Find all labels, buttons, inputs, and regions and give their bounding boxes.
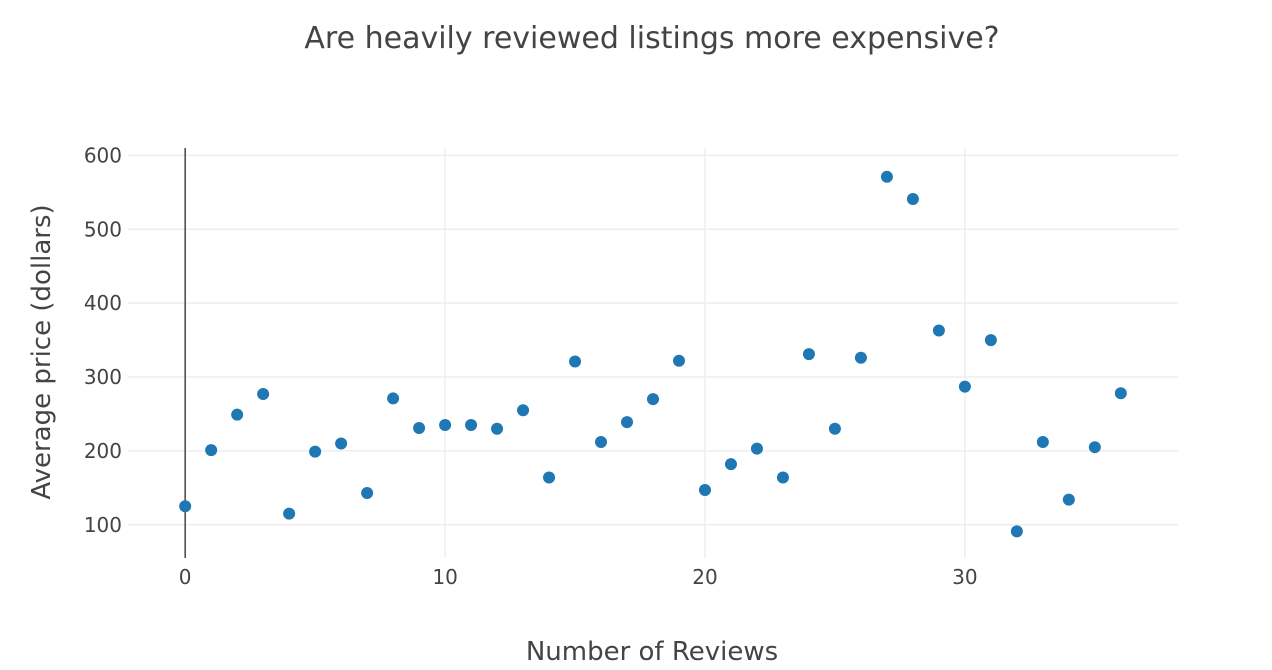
- y-axis-title: Average price (dollars): [27, 204, 57, 499]
- data-point[interactable]: [724, 458, 737, 471]
- data-point[interactable]: [958, 380, 971, 393]
- data-point[interactable]: [491, 422, 504, 435]
- data-point[interactable]: [413, 421, 426, 434]
- x-tick-label: 10: [432, 565, 457, 589]
- data-point[interactable]: [569, 355, 582, 368]
- x-tick-label: 0: [179, 565, 192, 589]
- data-point[interactable]: [361, 486, 374, 499]
- data-points: [179, 170, 1127, 538]
- data-point[interactable]: [984, 334, 997, 347]
- data-point[interactable]: [257, 388, 270, 400]
- data-point[interactable]: [776, 471, 789, 484]
- grid-lines: [128, 148, 1178, 558]
- data-point[interactable]: [621, 416, 634, 429]
- data-point[interactable]: [543, 471, 556, 484]
- data-point[interactable]: [1088, 441, 1101, 454]
- data-point[interactable]: [828, 422, 841, 435]
- data-point[interactable]: [906, 192, 919, 205]
- data-point[interactable]: [595, 436, 608, 449]
- data-point[interactable]: [231, 408, 244, 421]
- y-tick-label: 100: [84, 513, 122, 537]
- data-point[interactable]: [932, 324, 945, 337]
- chart-title: Are heavily reviewed listings more expen…: [304, 21, 999, 56]
- data-point[interactable]: [750, 442, 763, 455]
- data-point[interactable]: [283, 507, 296, 520]
- y-tick-label: 300: [84, 365, 122, 389]
- data-point[interactable]: [1114, 387, 1127, 400]
- data-point[interactable]: [1036, 436, 1049, 449]
- data-point[interactable]: [309, 445, 322, 458]
- y-tick-label: 400: [84, 291, 122, 315]
- data-point[interactable]: [698, 484, 711, 497]
- data-point[interactable]: [205, 444, 218, 457]
- data-point[interactable]: [387, 392, 400, 405]
- data-point[interactable]: [647, 393, 659, 406]
- data-point[interactable]: [802, 348, 815, 361]
- axes: 100 200 300 400 500 600 0 10 20 30: [84, 143, 978, 589]
- data-point[interactable]: [439, 419, 452, 432]
- data-point[interactable]: [517, 404, 530, 417]
- data-point[interactable]: [1010, 525, 1023, 538]
- data-point[interactable]: [880, 170, 893, 183]
- y-tick-label: 200: [84, 439, 122, 463]
- data-point[interactable]: [1062, 493, 1075, 506]
- y-tick-label: 600: [84, 143, 122, 167]
- data-point[interactable]: [672, 354, 685, 367]
- x-tick-label: 30: [952, 565, 977, 589]
- data-point[interactable]: [179, 500, 192, 513]
- data-point[interactable]: [854, 351, 867, 364]
- y-tick-label: 500: [84, 217, 122, 241]
- data-point[interactable]: [335, 437, 348, 450]
- data-point[interactable]: [465, 419, 478, 432]
- x-axis-title: Number of Reviews: [526, 637, 778, 667]
- x-tick-label: 20: [692, 565, 717, 589]
